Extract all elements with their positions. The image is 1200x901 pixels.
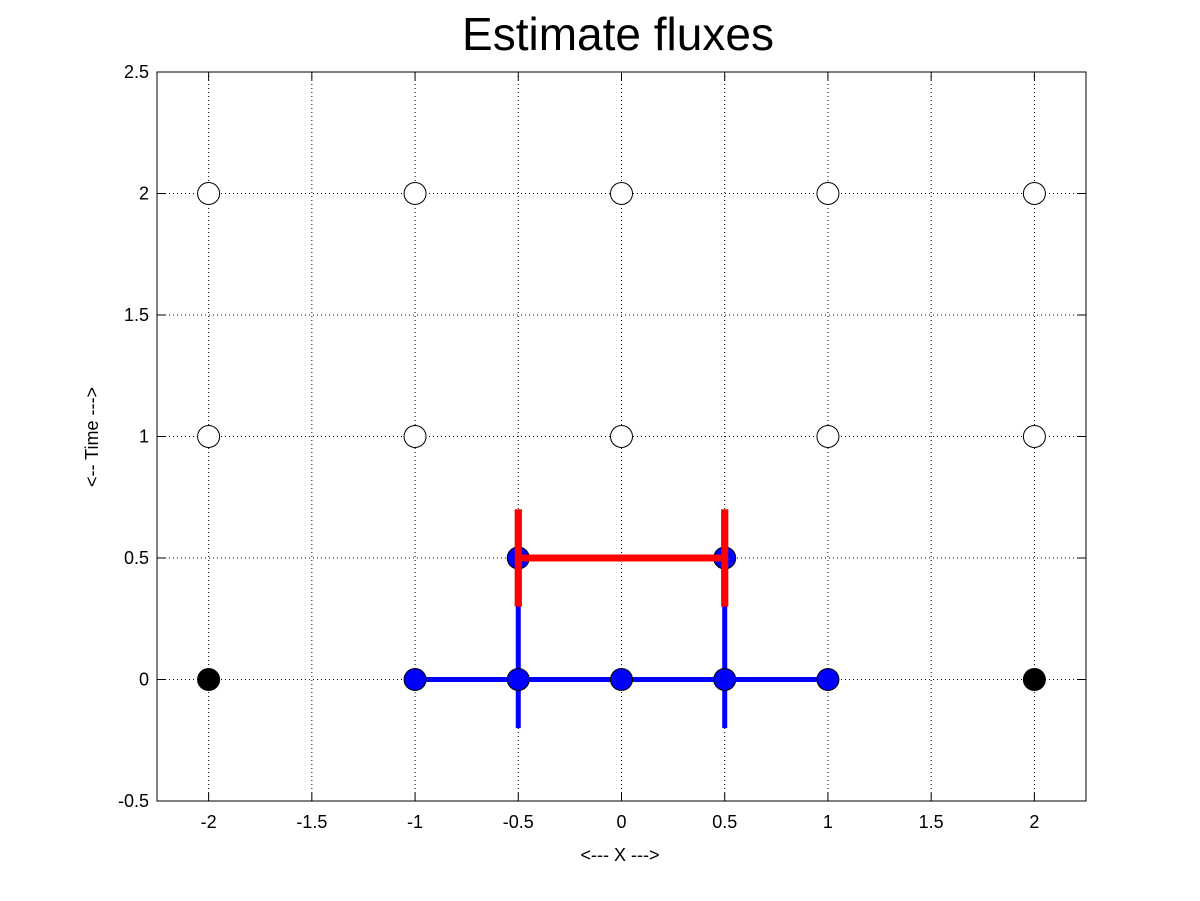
y-tick-label: -0.5	[118, 791, 149, 811]
y-tick-label: 0	[139, 670, 149, 690]
x-tick-label: -2	[201, 812, 217, 832]
open-point-marker	[816, 182, 840, 205]
x-tick-label: -1.5	[296, 812, 327, 832]
y-axis-label: <-- Time --->	[82, 387, 102, 487]
open-point-marker	[403, 182, 427, 205]
x-tick-label: -1	[407, 812, 423, 832]
x-tick-label: -0.5	[503, 812, 534, 832]
y-tick-label: 2	[139, 184, 149, 204]
axis-ticks: -2 -1.5 -1 -0.5 0 0.5 1 1.5 2 -0.5 0 0.5 1 1.5 2 2.5	[118, 62, 1086, 832]
open-point-marker	[197, 182, 221, 205]
open-point-marker	[816, 425, 840, 448]
blue-point-marker	[713, 668, 737, 691]
blue-point-marker	[506, 668, 530, 691]
open-point-marker	[1022, 425, 1046, 448]
x-tick-label: 1	[823, 812, 833, 832]
open-point-marker	[610, 425, 633, 448]
open-point-marker	[610, 182, 633, 205]
open-point-marker	[197, 425, 221, 448]
y-tick-label: 1	[139, 427, 149, 447]
black-point-marker	[197, 668, 221, 691]
blue-point-marker	[816, 668, 840, 691]
blue-point-marker	[610, 668, 633, 691]
x-axis-label: <--- X --->	[581, 845, 660, 865]
x-tick-label: 2	[1029, 812, 1039, 832]
y-tick-label: 1.5	[124, 305, 149, 325]
open-point-marker	[403, 425, 427, 448]
y-tick-label: 2.5	[124, 62, 149, 82]
open-point-marker	[1022, 182, 1046, 205]
x-tick-label: 1.5	[919, 812, 944, 832]
red-flux-overlay	[514, 509, 729, 607]
x-tick-label: 0	[616, 812, 626, 832]
x-tick-label: 0.5	[712, 812, 737, 832]
y-tick-label: 0.5	[124, 548, 149, 568]
blue-point-marker	[403, 668, 427, 691]
black-point-marker	[1022, 668, 1046, 691]
chart-title: Estimate fluxes	[462, 8, 774, 60]
